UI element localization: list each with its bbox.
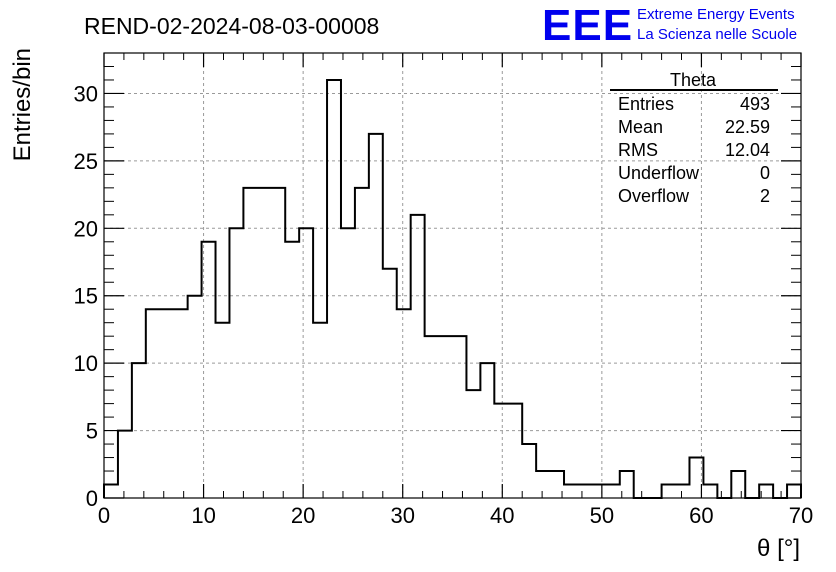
histogram-bin [787, 485, 801, 498]
stats-label: Mean [618, 117, 663, 137]
x-tick-label: 40 [490, 503, 514, 528]
x-tick-label: 60 [689, 503, 713, 528]
histogram-bin [453, 336, 467, 498]
stats-value: 22.59 [725, 117, 770, 137]
histogram-bin [439, 336, 453, 498]
x-tick-label: 70 [789, 503, 813, 528]
histogram-bin [118, 431, 132, 498]
x-tick-label: 50 [590, 503, 614, 528]
histogram-outline [103, 78, 802, 499]
histogram-bin [606, 485, 620, 498]
y-axis-title: Entries/bin [9, 48, 36, 161]
y-tick-labels: 0 5 10 15 20 25 30 [74, 81, 98, 511]
histogram-bin [620, 471, 634, 498]
y-tick-label: 20 [74, 216, 98, 241]
histogram-bin [494, 404, 508, 498]
histogram-bin [466, 390, 480, 498]
stats-row-underflow: Underflow 0 [618, 163, 770, 183]
y-tick-label: 25 [74, 149, 98, 174]
histogram-bin [355, 188, 369, 498]
logo-mark: EEE [542, 1, 633, 50]
logo-line-2: La Scienza nelle Scuole [637, 26, 797, 43]
stats-value: 2 [760, 186, 770, 206]
y-tick-label: 30 [74, 81, 98, 106]
stats-row-mean: Mean 22.59 [618, 117, 770, 137]
stats-label: Entries [618, 94, 674, 114]
stats-value: 0 [760, 163, 770, 183]
histogram-bin [146, 309, 160, 498]
histogram-bin [341, 228, 355, 498]
plot-frame [103, 52, 802, 499]
histogram-bin [703, 485, 717, 498]
histogram-bin [425, 336, 439, 498]
histogram-bin [536, 471, 550, 498]
stats-value: 493 [740, 94, 770, 114]
histogram-bin [759, 485, 773, 498]
eee-logo: EEE Extreme Energy Events La Scienza nel… [542, 1, 797, 50]
histogram-bin [731, 471, 745, 498]
y-tick-label: 10 [74, 351, 98, 376]
stats-box: Theta Entries 493 Mean 22.59 RMS 12.04 U… [610, 70, 778, 206]
histogram-bin [564, 485, 578, 498]
histogram-bin [327, 80, 341, 498]
axis-ticks [103, 52, 802, 499]
histogram-bin [257, 188, 271, 498]
histogram-bin [522, 444, 536, 498]
stats-row-overflow: Overflow 2 [618, 186, 770, 206]
y-tick-label: 0 [86, 486, 98, 511]
histogram-bin [132, 363, 146, 498]
stats-row-entries: Entries 493 [618, 94, 770, 114]
stats-value: 12.04 [725, 140, 770, 160]
histogram-bin [578, 485, 592, 498]
y-tick-label: 5 [86, 419, 98, 444]
histogram-bin [508, 404, 522, 498]
histogram-bin [285, 242, 299, 498]
histogram-bin [480, 363, 494, 498]
histogram-bin [216, 323, 230, 498]
x-tick-labels: 0 10 20 30 40 50 60 70 [98, 503, 813, 528]
x-tick-label: 20 [291, 503, 315, 528]
histogram-bin [104, 485, 118, 498]
x-tick-label: 10 [191, 503, 215, 528]
histogram-bin [689, 458, 703, 498]
histogram-bin [313, 323, 327, 498]
histogram-bin [160, 309, 174, 498]
x-axis-title: θ [°] [757, 535, 800, 562]
histogram-bin [662, 485, 676, 498]
histogram-bin [550, 471, 564, 498]
histogram-bin [397, 309, 411, 498]
histogram-bin [592, 485, 606, 498]
histogram-bin [243, 188, 257, 498]
y-tick-label: 15 [74, 284, 98, 309]
histogram-bin [369, 134, 383, 498]
stats-row-rms: RMS 12.04 [618, 140, 770, 160]
histogram-bin [202, 242, 216, 498]
grid-lines [104, 53, 801, 498]
logo-line-1: Extreme Energy Events [637, 6, 795, 23]
stats-title: Theta [670, 70, 717, 90]
histogram-bin [271, 188, 285, 498]
x-tick-label: 30 [390, 503, 414, 528]
histogram-bins [104, 80, 801, 498]
stats-label: RMS [618, 140, 658, 160]
x-tick-label: 0 [98, 503, 110, 528]
histogram-bin [188, 296, 202, 498]
stats-label: Overflow [618, 186, 690, 206]
histogram-bin [383, 269, 397, 498]
run-title: REND-02-2024-08-03-00008 [84, 13, 379, 39]
histogram-bin [299, 228, 313, 498]
histogram-bin [174, 309, 188, 498]
histogram-bin [676, 485, 690, 498]
stats-label: Underflow [618, 163, 700, 183]
histogram-bin [229, 228, 243, 498]
histogram-bin [411, 215, 425, 498]
